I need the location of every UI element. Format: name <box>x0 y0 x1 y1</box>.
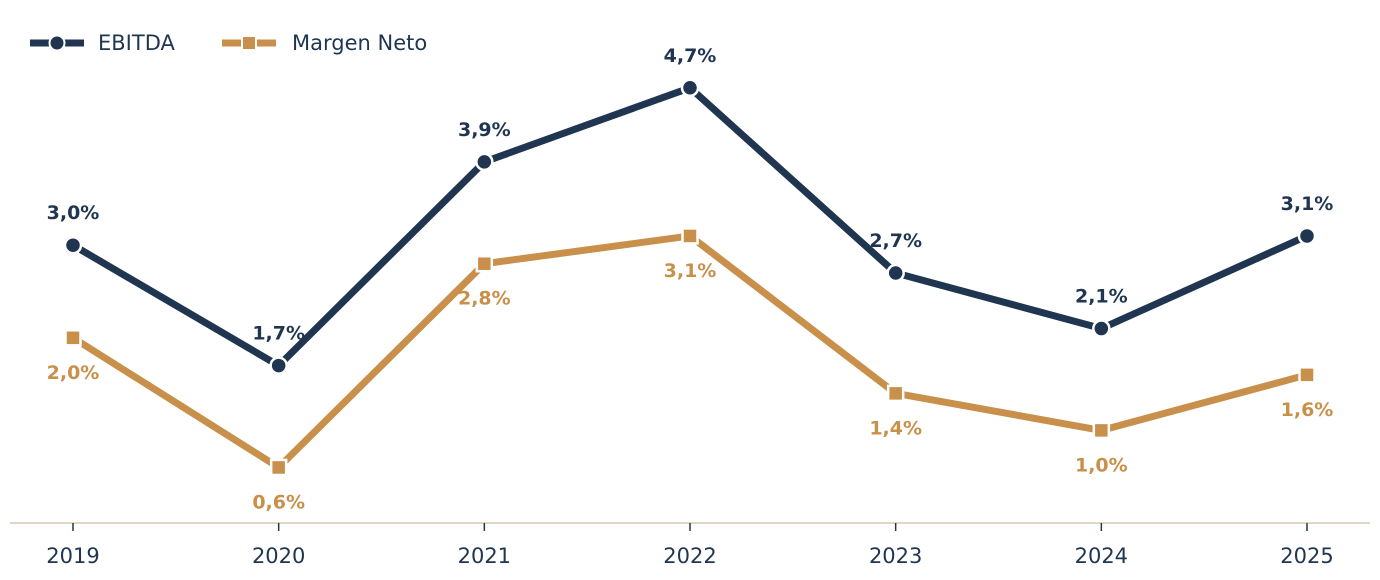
x-tick-label-2024: 2024 <box>1075 544 1128 568</box>
series-markers <box>63 78 1317 477</box>
x-tick-label-2022: 2022 <box>663 544 716 568</box>
legend-label-margen-neto: Margen Neto <box>292 31 427 55</box>
data-label-ebitda-2025: 3,1% <box>1281 193 1334 215</box>
data-labels: 3,0% 1,7% 3,9% 4,7% 2,7% 2,1% 3,1% 2,0% 0,6% 2,8%… <box>47 45 1334 514</box>
data-point-margen-neto-2025 <box>1298 366 1316 384</box>
data-label-ebitda-2019: 3,0% <box>47 202 100 224</box>
data-label-ebitda-2024: 2,1% <box>1075 286 1128 308</box>
data-point-margen-neto-2023 <box>886 384 905 403</box>
legend: EBITDA Margen Neto <box>30 31 427 55</box>
data-point-ebitda-2019 <box>63 235 83 255</box>
x-tick-label-2020: 2020 <box>252 544 305 568</box>
x-axis-ticks: 2019 2020 2021 2022 2023 2024 2025 <box>46 523 1334 568</box>
data-label-margen-neto-2022: 3,1% <box>664 260 717 282</box>
legend-item-margen-neto: Margen Neto <box>222 31 427 55</box>
x-tick-label-2023: 2023 <box>869 544 922 568</box>
data-label-margen-neto-2023: 1,4% <box>869 417 922 439</box>
data-label-margen-neto-2024: 1,0% <box>1075 454 1128 476</box>
data-label-margen-neto-2020: 0,6% <box>252 491 305 513</box>
data-point-ebitda-2024 <box>1092 319 1111 338</box>
data-point-ebitda-2022 <box>680 78 700 98</box>
data-label-ebitda-2021: 3,9% <box>458 119 511 141</box>
data-point-ebitda-2025 <box>1297 226 1317 246</box>
data-point-ebitda-2021 <box>475 152 494 172</box>
data-label-ebitda-2023: 2,7% <box>869 230 922 252</box>
data-label-margen-neto-2025: 1,6% <box>1281 399 1334 421</box>
data-label-margen-neto-2019: 2,0% <box>47 362 100 384</box>
data-point-margen-neto-2019 <box>64 329 82 347</box>
data-point-ebitda-2023 <box>886 263 905 283</box>
data-label-margen-neto-2021: 2,8% <box>458 288 511 310</box>
data-label-ebitda-2020: 1,7% <box>252 323 305 345</box>
x-tick-label-2019: 2019 <box>46 544 99 568</box>
data-point-margen-neto-2020 <box>269 458 288 477</box>
x-tick-label-2021: 2021 <box>458 544 511 568</box>
data-point-ebitda-2020 <box>269 356 288 375</box>
legend-item-ebitda: EBITDA <box>30 31 175 55</box>
x-tick-label-2025: 2025 <box>1280 544 1333 568</box>
data-label-ebitda-2022: 4,7% <box>664 45 717 67</box>
data-point-margen-neto-2024 <box>1092 421 1111 440</box>
data-point-margen-neto-2022 <box>681 227 699 245</box>
legend-label-ebitda: EBITDA <box>98 31 175 55</box>
data-point-margen-neto-2021 <box>475 254 494 273</box>
